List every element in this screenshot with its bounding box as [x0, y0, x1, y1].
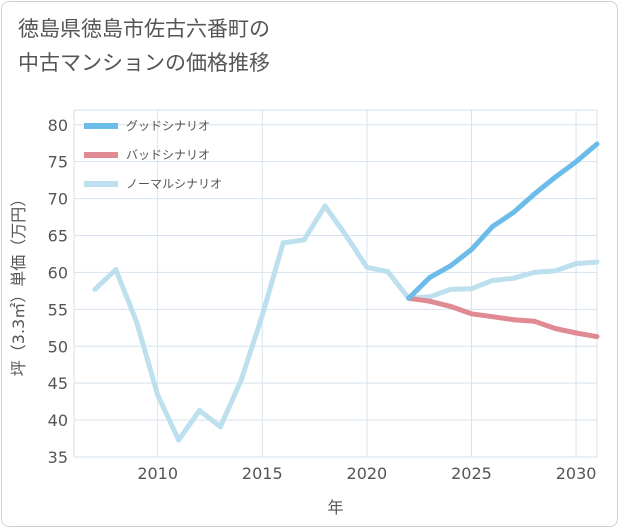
- data-point: [134, 320, 140, 326]
- data-point: [301, 237, 307, 243]
- data-point: [489, 314, 495, 320]
- data-point: [385, 269, 391, 275]
- data-point: [573, 330, 579, 336]
- y-tick-label: 70: [48, 190, 68, 209]
- data-point: [448, 263, 454, 269]
- data-point: [468, 311, 474, 317]
- data-point: [259, 312, 265, 318]
- data-point: [573, 261, 579, 267]
- data-point: [510, 317, 516, 323]
- series-normal: [92, 203, 600, 443]
- data-point: [531, 191, 537, 197]
- legend-label: グッドシナリオ: [126, 119, 210, 133]
- data-point: [531, 269, 537, 275]
- data-point: [427, 294, 433, 300]
- x-tick-label: 2025: [451, 464, 492, 483]
- data-point: [468, 247, 474, 253]
- data-point: [448, 303, 454, 309]
- legend-item: バッドシナリオ: [84, 148, 210, 162]
- data-point: [238, 376, 244, 382]
- axis-ticks: 35 40 45 50 55 60 65 70 75 80 2010 2015 2020 2025 2030: [48, 116, 597, 483]
- y-tick-label: 35: [48, 448, 68, 467]
- data-point: [552, 174, 558, 180]
- data-point: [489, 278, 495, 284]
- data-point: [155, 392, 161, 398]
- data-point: [552, 268, 558, 274]
- data-point: [280, 240, 286, 246]
- data-point: [113, 266, 119, 272]
- series-line: [406, 142, 599, 301]
- data-point: [489, 224, 495, 230]
- data-point: [594, 259, 600, 265]
- y-tick-label: 75: [48, 153, 68, 172]
- data-point: [510, 210, 516, 216]
- data-point: [594, 334, 600, 340]
- data-point: [364, 264, 370, 270]
- x-tick-label: 2020: [347, 464, 388, 483]
- legend-item: ノーマルシナリオ: [84, 177, 222, 191]
- data-point: [176, 437, 182, 443]
- data-point: [531, 318, 537, 324]
- x-tick-label: 2010: [137, 464, 178, 483]
- data-point: [594, 141, 600, 147]
- legend-item: グッドシナリオ: [84, 119, 210, 133]
- y-tick-label: 80: [48, 116, 68, 135]
- data-point: [406, 295, 412, 301]
- data-point: [468, 286, 474, 292]
- x-axis-title: 年: [327, 498, 343, 517]
- y-tick-label: 45: [48, 374, 68, 393]
- data-point: [427, 275, 433, 281]
- chart-title-line-2: 中古マンションの価格推移: [18, 51, 270, 75]
- data-point: [92, 286, 98, 292]
- data-point: [343, 233, 349, 239]
- y-tick-label: 60: [48, 263, 68, 282]
- data-point: [510, 275, 516, 281]
- legend-label: バッドシナリオ: [126, 148, 210, 162]
- chart-title: 徳島県徳島市佐古六番町の 中古マンションの価格推移: [18, 12, 270, 80]
- y-tick-label: 40: [48, 411, 68, 430]
- y-tick-label: 55: [48, 300, 68, 319]
- data-point: [573, 159, 579, 165]
- data-point: [322, 203, 328, 209]
- legend-label: ノーマルシナリオ: [126, 177, 222, 191]
- data-point: [427, 298, 433, 304]
- series-layer: [92, 141, 600, 443]
- chart-title-line-1: 徳島県徳島市佐古六番町の: [18, 17, 270, 41]
- y-axis-title: 坪（3.3㎡）単価（万円）: [9, 191, 28, 376]
- y-tick-label: 65: [48, 227, 68, 246]
- x-tick-label: 2015: [242, 464, 283, 483]
- gridlines: [74, 110, 597, 458]
- data-point: [217, 424, 223, 430]
- series-good: [406, 141, 600, 301]
- data-point: [448, 286, 454, 292]
- x-tick-label: 2030: [556, 464, 597, 483]
- data-point: [552, 326, 558, 332]
- data-point: [197, 407, 203, 413]
- series-line: [408, 295, 598, 340]
- y-tick-label: 50: [48, 337, 68, 356]
